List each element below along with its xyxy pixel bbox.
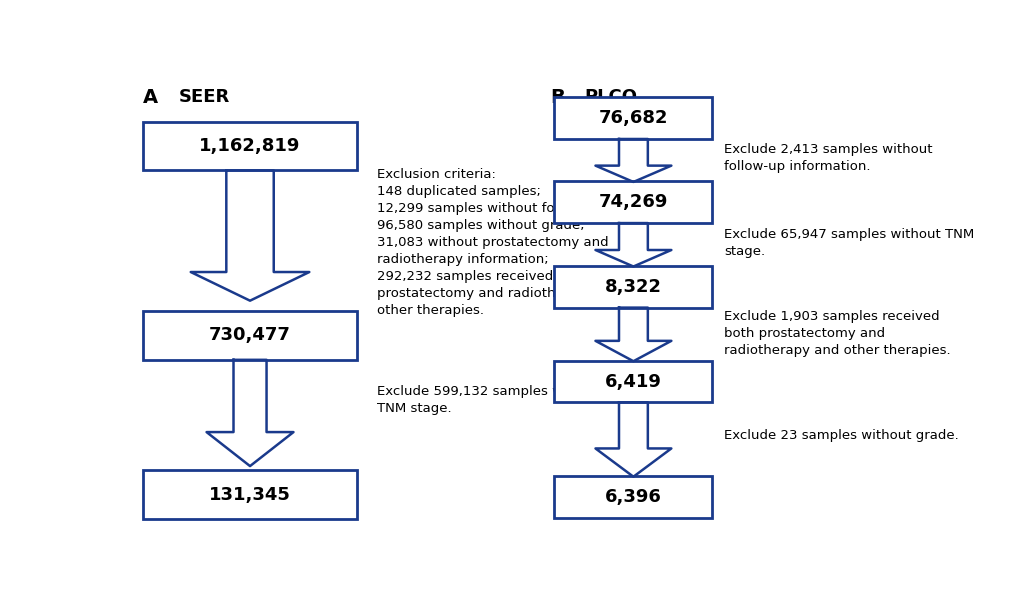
Text: B: B [550,88,565,107]
Bar [554,97,711,139]
Text: SEER: SEER [178,88,230,106]
Text: Exclude 599,132 samples without
TNM stage.: Exclude 599,132 samples without TNM stag… [376,385,601,415]
Text: 8,322: 8,322 [604,278,661,296]
Text: Exclude 65,947 samples without TNM
stage.: Exclude 65,947 samples without TNM stage… [723,228,973,258]
Bar [554,476,711,518]
Text: Exclusion criteria:
148 duplicated samples;
12,299 samples without follow-up tim: Exclusion criteria: 148 duplicated sampl… [376,169,640,317]
Bar [143,122,357,170]
Text: 6,396: 6,396 [604,488,661,506]
Text: 76,682: 76,682 [598,109,667,127]
Bar [554,181,711,223]
Text: PLCO: PLCO [584,88,637,106]
Bar [554,266,711,308]
Text: 1,162,819: 1,162,819 [199,137,301,155]
Text: Exclude 2,413 samples without
follow-up information.: Exclude 2,413 samples without follow-up … [723,143,932,173]
Polygon shape [595,403,671,477]
Polygon shape [595,139,671,182]
Text: 74,269: 74,269 [598,193,667,211]
Bar [554,361,711,403]
Text: 730,477: 730,477 [209,326,290,344]
Text: A: A [143,88,158,107]
Polygon shape [191,170,309,301]
Polygon shape [595,223,671,266]
Text: 131,345: 131,345 [209,486,290,504]
Text: 6,419: 6,419 [604,373,661,391]
Polygon shape [206,360,293,466]
Bar [143,470,357,519]
Polygon shape [595,308,671,361]
Text: Exclude 1,903 samples received
both prostatectomy and
radiotherapy and other the: Exclude 1,903 samples received both pros… [723,310,950,356]
Bar [143,311,357,359]
Text: Exclude 23 samples without grade.: Exclude 23 samples without grade. [723,429,958,442]
